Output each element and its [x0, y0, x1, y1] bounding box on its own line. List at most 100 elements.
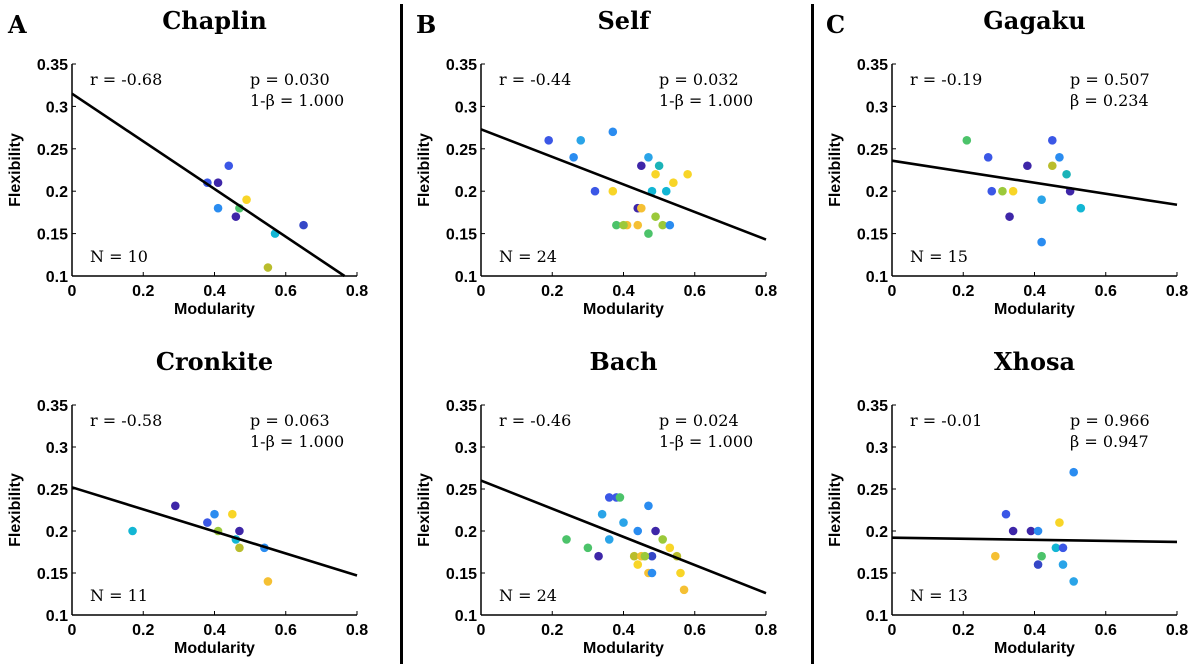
- regression-line: [480, 479, 767, 595]
- data-point: [1008, 186, 1018, 196]
- y-axis-label: Flexibility: [7, 133, 24, 207]
- data-point: [615, 493, 625, 502]
- x-axis-label: Modularity: [583, 640, 664, 657]
- data-point: [569, 152, 578, 162]
- y-tick-label: 0.1: [866, 608, 888, 625]
- n-label: N = 24: [499, 247, 557, 266]
- data-point: [1062, 169, 1071, 179]
- y-tick-label: 0.3: [46, 99, 68, 116]
- r-value-label: r = -0.46: [499, 411, 571, 430]
- data-point: [637, 161, 646, 171]
- y-tick-label: 0.35: [37, 57, 68, 74]
- power-label: 1-β = 1.000: [659, 91, 753, 110]
- data-point: [658, 535, 667, 544]
- y-tick-label: 0.3: [455, 440, 477, 457]
- scatter-panel-chaplin: Chaplin 0.1 0.15 0.2 0.25 0.3 0.35 0 0.2 0.4 0.6 0.…: [7, 6, 368, 318]
- data-point: [210, 509, 219, 519]
- data-point: [171, 501, 180, 511]
- y-tick-label: 0.3: [46, 440, 68, 457]
- data-point: [665, 543, 675, 553]
- r-value-label: r = -0.44: [499, 70, 571, 89]
- chart-title: Self: [597, 6, 651, 35]
- data-point: [1055, 152, 1064, 162]
- power-label: β = 0.234: [1070, 91, 1149, 110]
- data-point: [597, 509, 607, 519]
- y-tick-label: 0.3: [866, 440, 888, 457]
- data-point: [1037, 237, 1046, 247]
- data-point: [1033, 526, 1043, 536]
- data-point: [983, 152, 993, 162]
- data-point: [594, 551, 603, 561]
- y-tick-label: 0.1: [455, 269, 477, 286]
- data-point: [263, 263, 273, 272]
- data-point: [644, 152, 653, 162]
- data-point: [637, 203, 646, 213]
- data-point: [1033, 560, 1043, 569]
- chart-title: Gagaku: [983, 6, 1085, 35]
- data-point: [661, 186, 671, 196]
- x-tick-label: 0.8: [346, 622, 368, 639]
- power-label: β = 0.947: [1070, 432, 1149, 451]
- data-point: [224, 161, 234, 171]
- x-tick-label: 0: [477, 283, 486, 300]
- data-point: [1069, 467, 1078, 477]
- data-point: [1037, 551, 1046, 561]
- x-tick-label: 0: [888, 283, 897, 300]
- x-axis-label: Modularity: [994, 301, 1075, 318]
- y-tick-label: 0.15: [446, 566, 477, 583]
- r-value-label: r = -0.68: [90, 70, 162, 89]
- panel-divider: [811, 4, 814, 664]
- y-tick-label: 0.15: [857, 227, 888, 244]
- power-label: 1-β = 1.000: [250, 432, 344, 451]
- x-tick-label: 0.4: [612, 622, 634, 639]
- n-label: N = 11: [90, 586, 148, 605]
- y-tick-label: 0.3: [455, 99, 477, 116]
- x-tick-label: 0.6: [1095, 622, 1117, 639]
- n-label: N = 13: [910, 586, 968, 605]
- scatter-panel-bach: Bach 0.1 0.15 0.2 0.25 0.3 0.35 0 0.2 0.4 0.6 0.8 Mo…: [416, 347, 777, 657]
- y-tick-label: 0.25: [37, 482, 68, 499]
- regression-line: [480, 128, 767, 241]
- x-tick-label: 0.2: [132, 622, 154, 639]
- data-point: [235, 526, 244, 536]
- data-point: [962, 136, 972, 145]
- y-axis-label: Flexibility: [7, 473, 24, 547]
- y-tick-label: 0.2: [455, 524, 477, 541]
- y-tick-label: 0.3: [866, 99, 888, 116]
- y-tick-label: 0.15: [37, 566, 68, 583]
- data-point: [1055, 518, 1064, 527]
- data-point: [1076, 203, 1086, 213]
- data-point: [987, 186, 997, 196]
- x-tick-label: 0.2: [132, 283, 154, 300]
- data-point: [583, 543, 593, 553]
- power-label: 1-β = 1.000: [250, 91, 344, 110]
- r-value-label: r = -0.01: [910, 411, 982, 430]
- data-point: [1069, 577, 1078, 586]
- x-tick-label: 0.6: [1095, 283, 1117, 300]
- p-value-label: p = 0.030: [250, 70, 330, 89]
- n-label: N = 10: [90, 247, 148, 266]
- data-point: [679, 585, 689, 595]
- regression-line: [71, 92, 346, 278]
- regression-line: [891, 536, 1178, 544]
- data-point: [640, 551, 650, 561]
- y-tick-label: 0.2: [866, 524, 888, 541]
- y-tick-label: 0.2: [46, 184, 68, 201]
- x-tick-label: 0.4: [612, 283, 634, 300]
- y-tick-label: 0.2: [866, 184, 888, 201]
- p-value-label: p = 0.966: [1070, 411, 1150, 430]
- data-point: [644, 501, 653, 511]
- y-tick-label: 0.1: [46, 608, 68, 625]
- n-label: N = 24: [499, 586, 557, 605]
- data-point: [619, 220, 628, 230]
- y-tick-label: 0.1: [455, 608, 477, 625]
- data-point: [1048, 161, 1057, 171]
- y-tick-label: 0.25: [857, 142, 888, 159]
- x-tick-label: 0.8: [755, 283, 777, 300]
- x-tick-label: 0.4: [1023, 283, 1045, 300]
- panel-letter-b: B: [416, 10, 437, 39]
- data-point: [1008, 526, 1018, 536]
- y-tick-label: 0.35: [857, 57, 888, 74]
- data-point: [683, 169, 692, 179]
- data-point: [263, 577, 273, 586]
